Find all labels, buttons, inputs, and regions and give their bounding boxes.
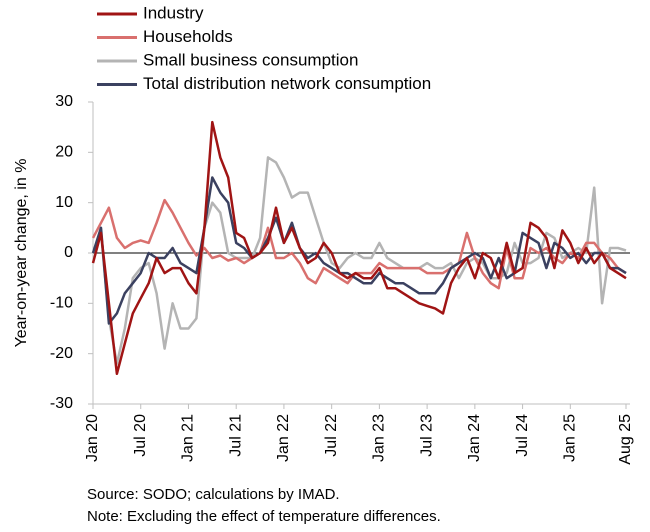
x-tick-label: Jul 20 — [132, 414, 149, 457]
legend-label: Total distribution network consumption — [143, 74, 431, 93]
series-line — [91, 156, 627, 365]
y-tick-label: 10 — [55, 194, 73, 211]
y-axis-label: Year-on-year change, in % — [13, 159, 30, 348]
series-line — [91, 198, 627, 290]
x-tick-label: Jan 22 — [275, 414, 292, 462]
y-tick-label: 0 — [64, 244, 73, 261]
note: Note: Excluding the effect of temperatur… — [87, 508, 441, 525]
x-tick-label: Aug 25 — [617, 414, 634, 465]
x-tick-label: Jan 23 — [371, 414, 388, 462]
x-tick-label: Jan 21 — [180, 414, 197, 462]
y-tick-label: 30 — [55, 93, 73, 110]
x-tick-label: Jan 24 — [466, 414, 483, 462]
y-tick-label: 20 — [55, 144, 73, 161]
series-line — [91, 120, 627, 376]
legend-label: Industry — [143, 3, 204, 22]
x-tick-label: Jul 21 — [227, 414, 244, 457]
legend-label: Small business consumption — [143, 50, 358, 69]
series-line — [91, 176, 627, 325]
x-tick-label: Jan 25 — [562, 414, 579, 462]
x-tick-label: Jul 22 — [323, 414, 340, 457]
y-tick-label: -30 — [50, 395, 73, 412]
source-note: Source: SODO; calculations by IMAD. — [87, 486, 340, 503]
legend-label: Households — [143, 27, 233, 46]
x-tick-label: Jul 24 — [514, 414, 531, 457]
x-tick-label: Jul 23 — [418, 414, 435, 457]
y-tick-label: -10 — [50, 295, 73, 312]
y-tick-label: -20 — [50, 345, 73, 362]
x-tick-label: Jan 20 — [84, 414, 101, 462]
